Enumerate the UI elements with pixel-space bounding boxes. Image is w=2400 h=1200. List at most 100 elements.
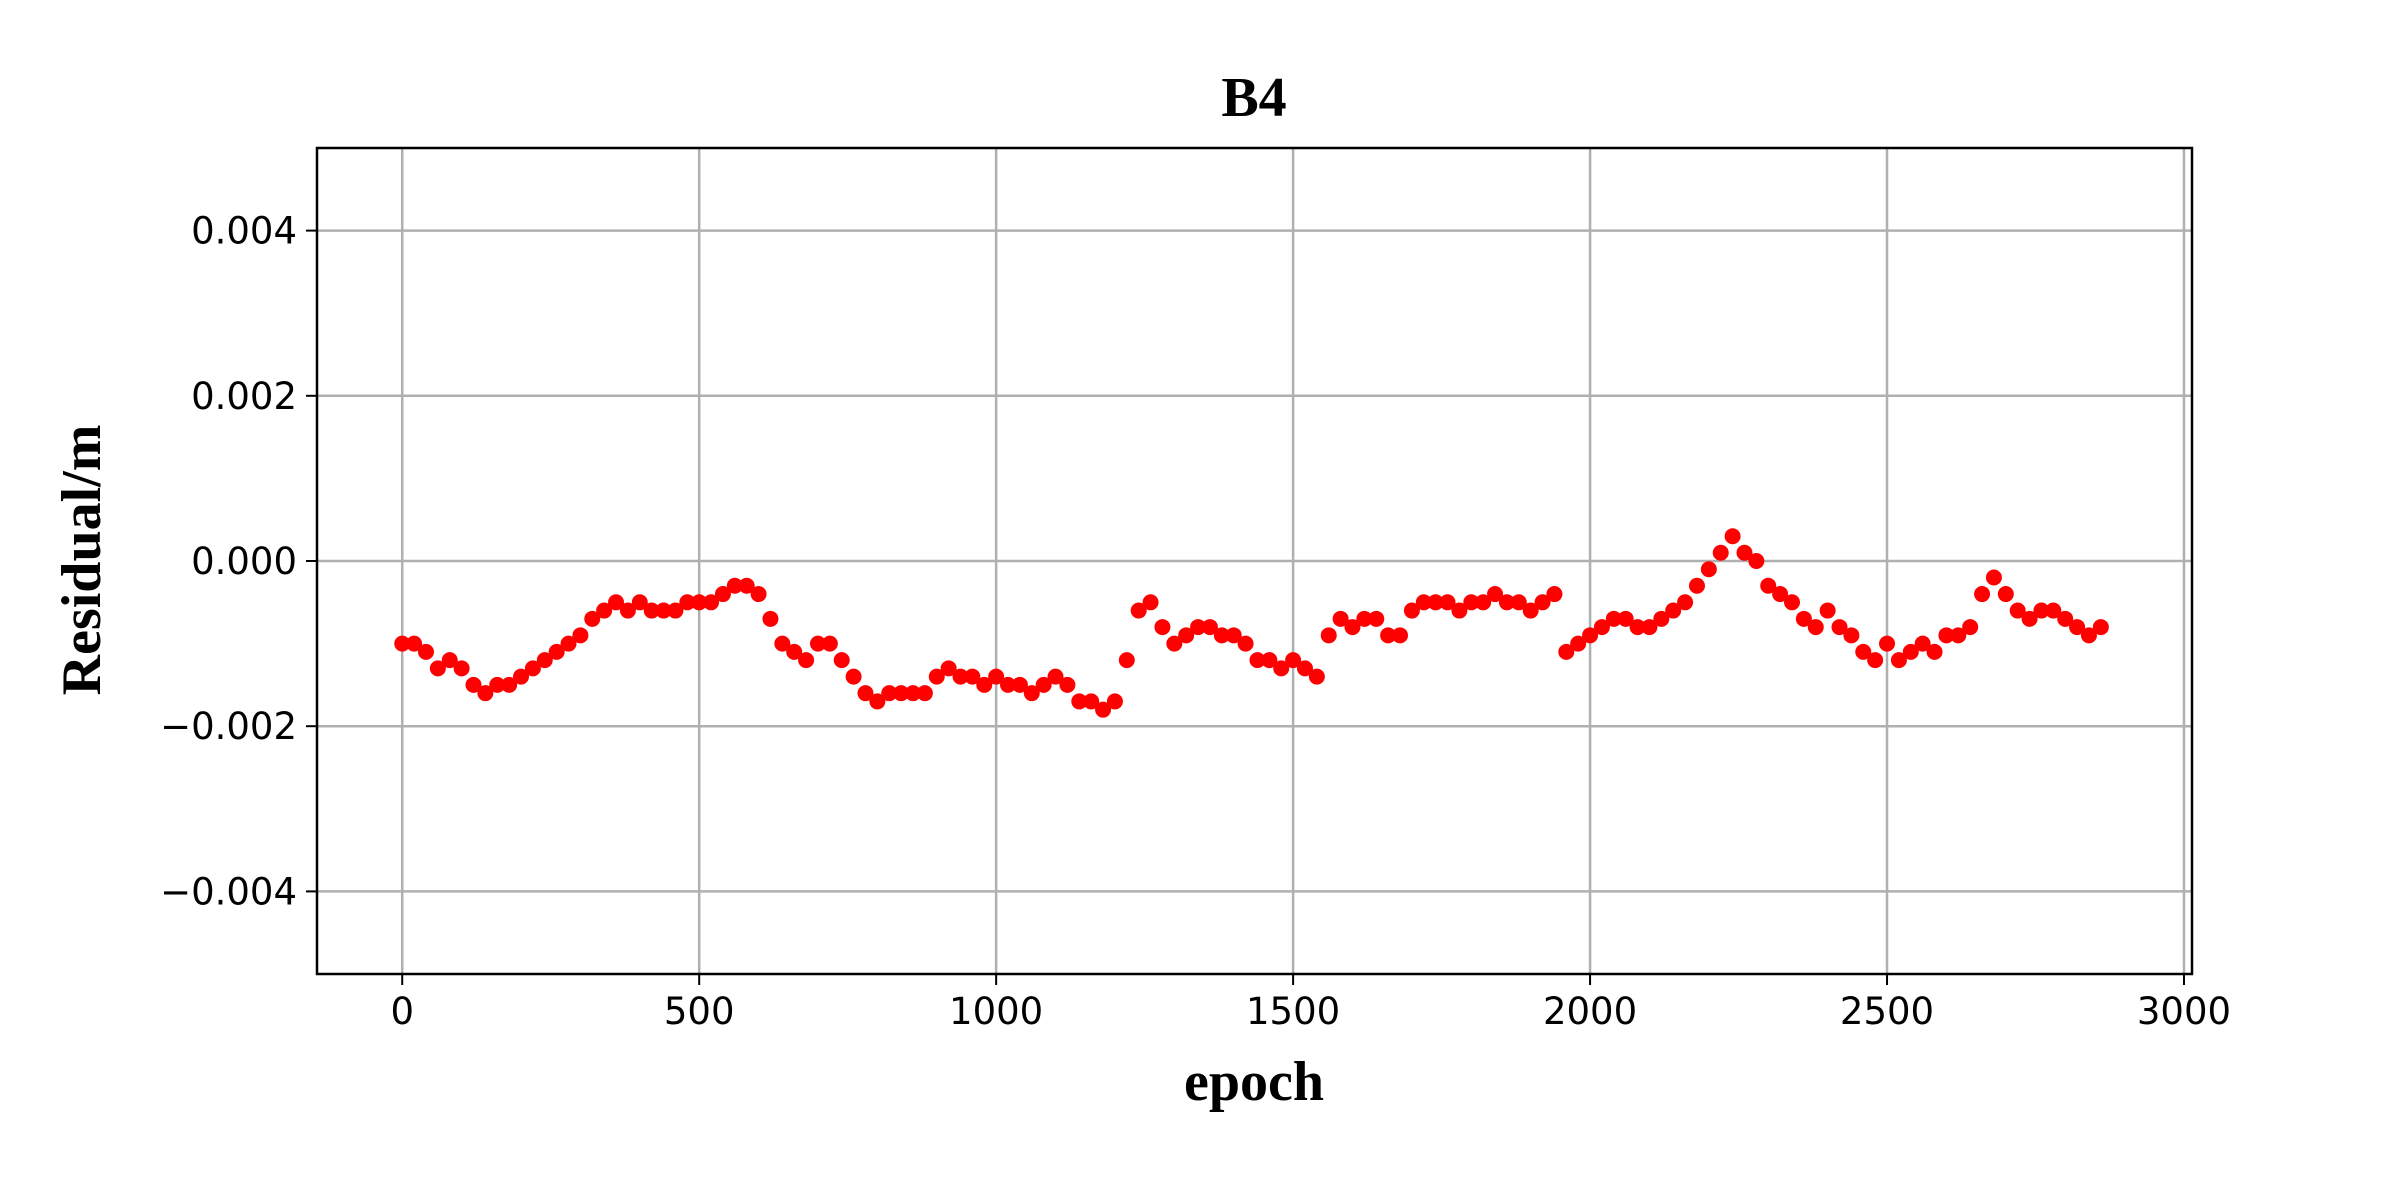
point — [501, 676, 518, 693]
point — [1938, 627, 1955, 644]
point — [1225, 627, 1242, 644]
point — [1546, 586, 1563, 603]
point — [453, 660, 470, 677]
point — [2080, 627, 2097, 644]
point — [1950, 627, 1967, 644]
point — [1356, 610, 1373, 627]
point — [857, 685, 874, 702]
point — [1451, 602, 1468, 619]
point — [1534, 594, 1551, 611]
point — [1000, 676, 1017, 693]
point — [465, 676, 482, 693]
point — [1879, 635, 1896, 652]
point — [1641, 619, 1658, 636]
point — [1403, 602, 1420, 619]
x-tick-label: 2500 — [1840, 990, 1934, 1033]
point — [1332, 610, 1349, 627]
point — [560, 635, 577, 652]
point — [2045, 602, 2062, 619]
point — [1047, 668, 1064, 685]
point — [1059, 676, 1076, 693]
point — [833, 652, 850, 669]
point — [513, 668, 530, 685]
y-tick-label: −0.004 — [160, 870, 297, 913]
chart-title: B4 — [1221, 67, 1286, 129]
point — [1213, 627, 1230, 644]
point — [548, 643, 565, 660]
point — [762, 610, 779, 627]
point — [489, 676, 506, 693]
point — [1510, 594, 1527, 611]
point — [845, 668, 862, 685]
y-tick-label: 0.002 — [191, 375, 297, 418]
point — [952, 668, 969, 685]
y-tick-label: 0.004 — [191, 210, 297, 253]
point — [1890, 652, 1907, 669]
point — [691, 594, 708, 611]
point — [1760, 577, 1777, 594]
point — [1724, 528, 1741, 545]
point — [1855, 643, 1872, 660]
point — [1415, 594, 1432, 611]
point — [1902, 643, 1919, 660]
point — [1926, 643, 1943, 660]
point — [596, 602, 613, 619]
x-tick-label: 1500 — [1246, 990, 1340, 1033]
point — [1570, 635, 1587, 652]
point — [2069, 619, 2086, 636]
point — [524, 660, 541, 677]
point — [1463, 594, 1480, 611]
point — [1308, 668, 1325, 685]
point — [1629, 619, 1646, 636]
point — [1237, 635, 1254, 652]
point — [1296, 660, 1313, 677]
point — [1023, 685, 1040, 702]
point — [916, 685, 933, 702]
point — [1427, 594, 1444, 611]
point — [655, 602, 672, 619]
point — [679, 594, 696, 611]
point — [1285, 652, 1302, 669]
point — [429, 660, 446, 677]
point — [1974, 586, 1991, 603]
point — [1201, 619, 1218, 636]
point — [1617, 610, 1634, 627]
point — [1487, 586, 1504, 603]
point — [1677, 594, 1694, 611]
point — [1605, 610, 1622, 627]
x-axis-label: epoch — [1184, 1051, 1324, 1113]
point — [904, 685, 921, 702]
point — [1035, 676, 1052, 693]
point — [1142, 594, 1159, 611]
point — [869, 693, 886, 710]
point — [572, 627, 589, 644]
point — [1582, 627, 1599, 644]
y-axis-label: Residual/m — [51, 425, 113, 696]
point — [477, 685, 494, 702]
point — [1154, 619, 1171, 636]
point — [1344, 619, 1361, 636]
point — [1166, 635, 1183, 652]
point — [1439, 594, 1456, 611]
point — [417, 643, 434, 660]
point — [750, 586, 767, 603]
point — [1558, 643, 1575, 660]
y-tick-label: −0.002 — [160, 705, 297, 748]
point — [1130, 602, 1147, 619]
point — [1807, 619, 1824, 636]
point — [1736, 544, 1753, 561]
point — [893, 685, 910, 702]
point — [1795, 610, 1812, 627]
point — [667, 602, 684, 619]
point — [406, 635, 423, 652]
point — [2057, 610, 2074, 627]
point — [809, 635, 826, 652]
point — [1320, 627, 1337, 644]
point — [2033, 602, 2050, 619]
point — [1392, 627, 1409, 644]
point — [1748, 553, 1765, 569]
point — [940, 660, 957, 677]
point — [1665, 602, 1682, 619]
point — [631, 594, 648, 611]
